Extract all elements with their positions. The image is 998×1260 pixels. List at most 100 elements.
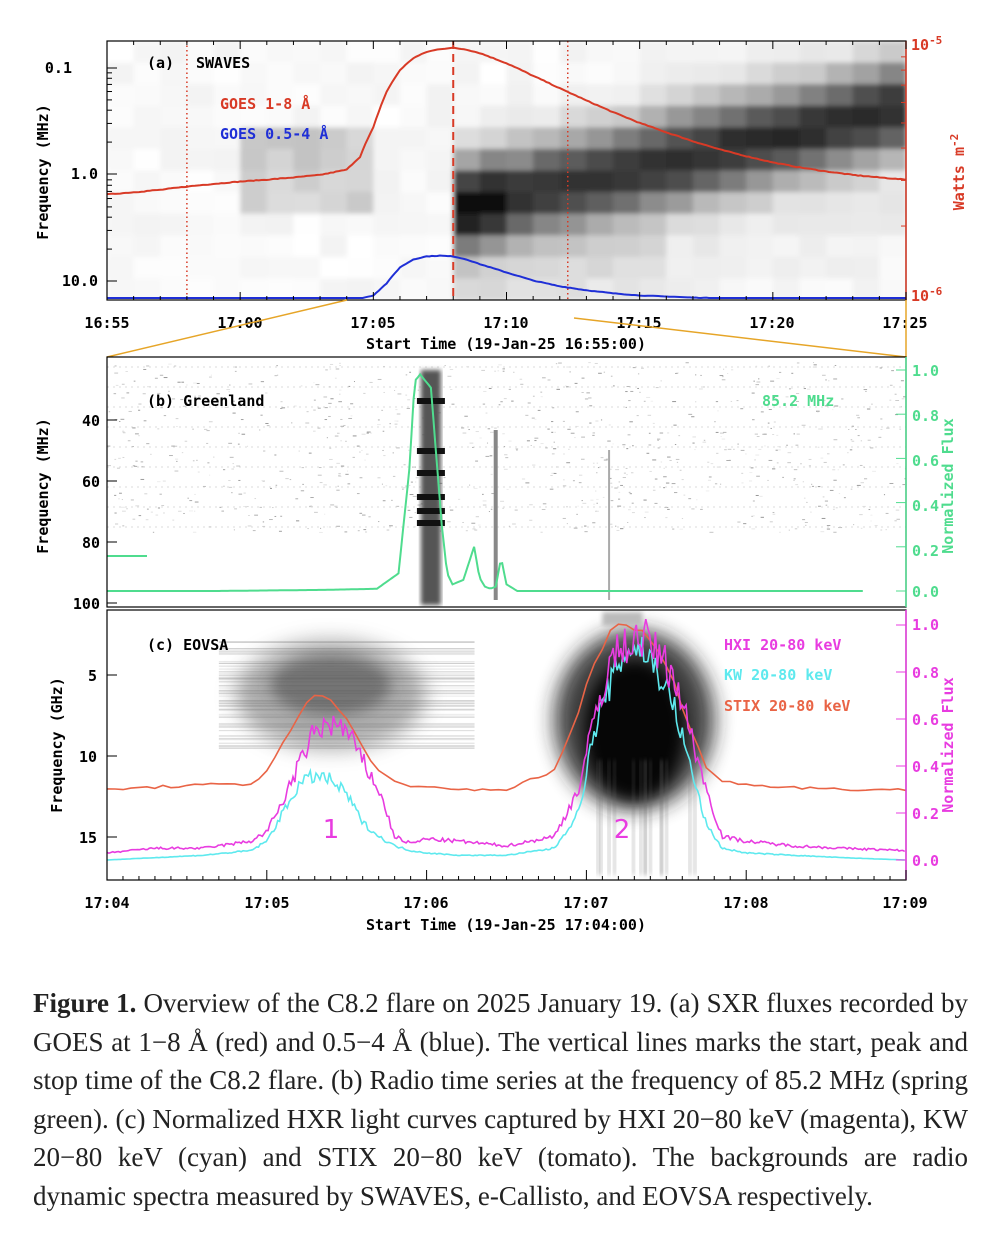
spectrum-cell xyxy=(399,213,428,236)
spectrum-cell xyxy=(533,127,561,150)
burst-2-stripe xyxy=(639,760,643,875)
speckle xyxy=(121,383,125,385)
speckle xyxy=(334,435,339,437)
speckle xyxy=(278,530,282,532)
spectrum-cell xyxy=(133,256,161,279)
spectrum-cell xyxy=(772,278,800,300)
spectrum-cell xyxy=(879,62,906,85)
c-xtick-0: 17:04 xyxy=(84,894,129,912)
speckle xyxy=(842,464,845,466)
speckle xyxy=(505,457,509,459)
speckle xyxy=(471,522,476,524)
speckle xyxy=(313,430,316,432)
speckle xyxy=(850,439,853,441)
speckle xyxy=(857,417,860,419)
speckle xyxy=(317,427,321,429)
burst-band xyxy=(416,520,445,526)
speckle xyxy=(280,401,283,403)
speckle xyxy=(226,389,231,391)
speckle xyxy=(338,474,341,476)
speckle xyxy=(339,393,341,395)
speckle xyxy=(749,472,753,474)
speckle xyxy=(276,365,278,367)
speckle xyxy=(192,460,195,462)
speckle xyxy=(610,375,613,377)
speckle xyxy=(847,452,849,454)
spectrum-cell xyxy=(666,148,694,171)
speckle xyxy=(295,498,299,500)
speckle xyxy=(157,507,161,509)
spectrum-cell xyxy=(533,192,561,215)
speckle xyxy=(381,409,384,411)
spectrum-cell xyxy=(479,235,507,258)
speckle xyxy=(740,408,744,410)
speckle xyxy=(813,364,817,366)
spectrum-cell xyxy=(346,105,374,128)
speckle xyxy=(832,508,835,510)
speckle xyxy=(498,404,501,406)
speckle xyxy=(584,398,589,400)
speckle xyxy=(378,521,380,523)
spectrum-cell xyxy=(293,127,321,150)
speckle xyxy=(262,521,265,523)
spectrum-cell xyxy=(692,62,721,85)
spectrum-cell xyxy=(213,256,241,279)
speckle xyxy=(612,385,615,387)
speckle xyxy=(750,467,754,469)
speckle xyxy=(772,511,775,513)
burst-band xyxy=(416,448,445,454)
spectrum-cell xyxy=(852,170,880,193)
spectrum-cell xyxy=(399,278,428,300)
spectrum-cell xyxy=(346,170,374,193)
speckle xyxy=(829,489,834,491)
speckle xyxy=(417,504,421,506)
speckle xyxy=(551,472,556,474)
speckle xyxy=(579,474,583,476)
spectrum-cell xyxy=(852,192,880,215)
speckle xyxy=(490,431,494,433)
speckle xyxy=(490,473,493,475)
speckle xyxy=(254,498,257,500)
speckle xyxy=(716,452,719,454)
speckle xyxy=(566,523,568,525)
spectrum-cell xyxy=(293,256,321,279)
spectrum-cell xyxy=(639,84,667,107)
speckle xyxy=(338,401,342,403)
speckle xyxy=(760,411,764,413)
speckle xyxy=(138,409,141,411)
spectrum-cell xyxy=(719,62,747,85)
speckle xyxy=(494,370,497,372)
speckle xyxy=(259,506,262,508)
speckle xyxy=(114,494,117,496)
speckle xyxy=(176,426,178,428)
speckle xyxy=(652,459,657,461)
speckle xyxy=(176,460,178,462)
spectrum-cell xyxy=(719,170,747,193)
spectrum-cell xyxy=(346,256,374,279)
speckle xyxy=(584,531,588,533)
speckle xyxy=(755,384,760,386)
spectrum-cell xyxy=(373,192,401,215)
speckle xyxy=(755,365,758,367)
spectrum-cell xyxy=(107,170,135,193)
spectrum-cell xyxy=(213,170,241,193)
hxi-curve xyxy=(107,619,906,855)
speckle xyxy=(296,520,300,522)
speckle xyxy=(122,432,126,434)
speckle xyxy=(542,503,547,505)
speckle xyxy=(192,428,194,430)
spectrum-cell xyxy=(133,170,161,193)
speckle xyxy=(248,515,250,517)
speckle xyxy=(595,490,597,492)
speckle xyxy=(700,508,703,510)
c-xlabel: Start Time (19-Jan-25 17:04:00) xyxy=(366,916,646,934)
speckle xyxy=(756,436,760,438)
speckle xyxy=(263,450,266,452)
speckle xyxy=(409,371,412,373)
spectrum-cell xyxy=(213,84,241,107)
speckle xyxy=(833,439,838,441)
spectrum-cell xyxy=(399,170,428,193)
speckle xyxy=(415,477,419,479)
c-ylabel: Frequency (GHz) xyxy=(48,677,66,812)
speckle xyxy=(821,517,826,519)
